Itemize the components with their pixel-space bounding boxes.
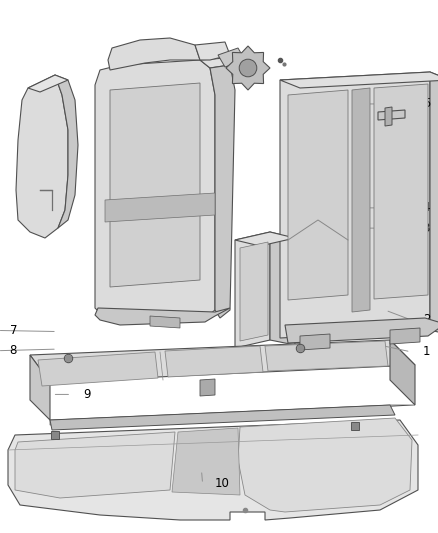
Text: 8: 8 bbox=[10, 344, 17, 357]
Polygon shape bbox=[172, 428, 240, 495]
Polygon shape bbox=[430, 72, 438, 335]
Polygon shape bbox=[235, 232, 270, 348]
Text: 5: 5 bbox=[423, 98, 430, 110]
Polygon shape bbox=[200, 58, 230, 68]
Polygon shape bbox=[30, 355, 50, 420]
Polygon shape bbox=[390, 328, 420, 344]
Polygon shape bbox=[270, 232, 295, 345]
Polygon shape bbox=[108, 38, 200, 70]
Polygon shape bbox=[226, 46, 270, 90]
Polygon shape bbox=[210, 65, 235, 318]
Polygon shape bbox=[200, 379, 215, 396]
Polygon shape bbox=[95, 308, 230, 325]
Polygon shape bbox=[265, 341, 388, 371]
Text: 3: 3 bbox=[423, 222, 430, 235]
Polygon shape bbox=[105, 193, 215, 222]
Polygon shape bbox=[38, 352, 158, 386]
Polygon shape bbox=[150, 316, 180, 328]
Circle shape bbox=[239, 59, 257, 77]
Polygon shape bbox=[30, 340, 415, 382]
Polygon shape bbox=[50, 405, 415, 425]
Polygon shape bbox=[235, 232, 295, 246]
Text: 1: 1 bbox=[423, 345, 430, 358]
Polygon shape bbox=[50, 405, 395, 430]
Polygon shape bbox=[165, 346, 263, 377]
Text: 4: 4 bbox=[423, 201, 430, 214]
Polygon shape bbox=[280, 72, 438, 88]
Polygon shape bbox=[195, 42, 230, 60]
Polygon shape bbox=[240, 242, 268, 341]
Polygon shape bbox=[238, 418, 412, 512]
Polygon shape bbox=[28, 75, 68, 92]
Polygon shape bbox=[110, 83, 200, 212]
Polygon shape bbox=[15, 432, 175, 498]
Text: 6: 6 bbox=[188, 261, 196, 274]
Text: 2: 2 bbox=[423, 313, 430, 326]
Polygon shape bbox=[110, 208, 200, 287]
Polygon shape bbox=[16, 75, 68, 238]
Polygon shape bbox=[374, 84, 428, 299]
Polygon shape bbox=[280, 72, 430, 338]
Polygon shape bbox=[300, 334, 330, 350]
Polygon shape bbox=[378, 110, 405, 120]
Polygon shape bbox=[288, 90, 348, 300]
Polygon shape bbox=[285, 318, 438, 343]
Polygon shape bbox=[8, 420, 418, 520]
Text: 7: 7 bbox=[10, 324, 17, 337]
Polygon shape bbox=[218, 48, 245, 67]
Polygon shape bbox=[385, 107, 392, 126]
Text: 9: 9 bbox=[83, 388, 91, 401]
Polygon shape bbox=[55, 75, 78, 228]
Polygon shape bbox=[390, 340, 415, 405]
Polygon shape bbox=[352, 88, 370, 312]
Text: 10: 10 bbox=[215, 478, 230, 490]
Polygon shape bbox=[95, 60, 215, 320]
